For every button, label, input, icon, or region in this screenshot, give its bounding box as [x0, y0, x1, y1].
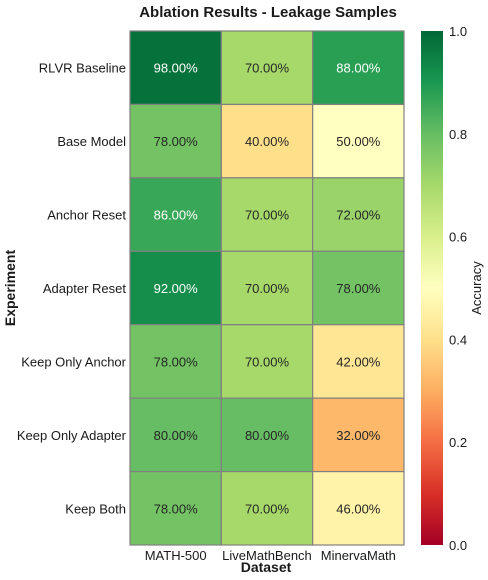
- colorbar-tick-label: 0.6: [449, 230, 467, 245]
- cell-value-label: 70.00%: [245, 281, 290, 296]
- heatmap-cell: [312, 397, 405, 473]
- colorbar-tick-label: 0.4: [449, 332, 467, 347]
- colorbar-ticks: 0.0 0.2 0.4 0.6 0.8 1.0: [449, 24, 467, 553]
- cell-value-label: 92.00%: [154, 281, 199, 296]
- colorbar: [421, 31, 443, 545]
- colorbar-label: Accuracy: [469, 261, 484, 315]
- cell-value-label: 50.00%: [336, 134, 381, 149]
- colorbar-tick-label: 0.8: [449, 127, 467, 142]
- y-tick-label: Base Model: [57, 134, 126, 149]
- cell-value-label: 78.00%: [154, 134, 199, 149]
- y-tick-label: Anchor Reset: [47, 208, 126, 223]
- x-tick-labels: MATH-500 LiveMathBench MinervaMath: [145, 548, 396, 563]
- heatmap-cell: [312, 324, 405, 399]
- cell-value-label: 42.00%: [336, 354, 381, 369]
- cell-value-label: 88.00%: [336, 61, 381, 76]
- heatmap-cell: [312, 103, 405, 179]
- heatmap-cell: [220, 470, 314, 546]
- heatmap-cell: [220, 177, 314, 252]
- cell-value-label: 78.00%: [154, 354, 199, 369]
- cell-value-label: 70.00%: [245, 61, 290, 76]
- y-axis-label: Experiment: [2, 250, 18, 327]
- cell-value-label: 80.00%: [245, 428, 290, 443]
- cell-value-label: 32.00%: [336, 428, 381, 443]
- heatmap-cell: [129, 250, 222, 326]
- cell-value-label: 86.00%: [154, 208, 199, 223]
- heatmap-cell: [312, 30, 405, 106]
- cell-value-label: 70.00%: [245, 354, 290, 369]
- cell-value-label: 70.00%: [245, 208, 290, 223]
- colorbar-tick-label: 1.0: [449, 24, 467, 39]
- heatmap-cells: 98.00% 70.00% 88.00% 78.00% 40.00% 50.00% 86.0…: [129, 30, 405, 546]
- y-tick-labels: RLVR Baseline Base Model Anchor Reset Adapt…: [17, 61, 127, 517]
- cell-value-label: 78.00%: [336, 281, 381, 296]
- x-tick-label: MATH-500: [145, 548, 207, 563]
- heatmap-cell: [129, 30, 222, 106]
- heatmap-cell: [220, 397, 314, 473]
- x-tick-label: LiveMathBench: [222, 548, 312, 563]
- y-tick-label: Keep Only Anchor: [21, 354, 126, 369]
- cell-value-label: 80.00%: [154, 428, 199, 443]
- y-tick-label: RLVR Baseline: [39, 61, 126, 76]
- heatmap-cell: [129, 397, 222, 473]
- colorbar-tick-label: 0.2: [449, 435, 467, 450]
- colorbar-tick-label: 0.0: [449, 538, 467, 553]
- cell-value-label: 40.00%: [245, 134, 290, 149]
- heatmap-cell: [220, 324, 314, 399]
- heatmap-cell: [312, 250, 405, 326]
- chart-title: Ablation Results - Leakage Samples: [139, 4, 397, 21]
- heatmap-cell: [129, 470, 222, 546]
- heatmap-cell: [220, 30, 314, 106]
- heatmap-cell: [129, 103, 222, 179]
- y-tick-label: Keep Both: [65, 501, 126, 516]
- heatmap-cell: [312, 470, 405, 546]
- x-tick-label: MinervaMath: [321, 548, 396, 563]
- cell-value-label: 98.00%: [154, 61, 199, 76]
- y-tick-label: Keep Only Adapter: [17, 428, 127, 443]
- y-tick-label: Adapter Reset: [43, 281, 126, 296]
- cell-value-label: 70.00%: [245, 501, 290, 516]
- cell-value-label: 78.00%: [154, 501, 199, 516]
- cell-value-label: 46.00%: [336, 501, 381, 516]
- x-axis-label: Dataset: [241, 559, 292, 575]
- cell-value-label: 72.00%: [336, 208, 381, 223]
